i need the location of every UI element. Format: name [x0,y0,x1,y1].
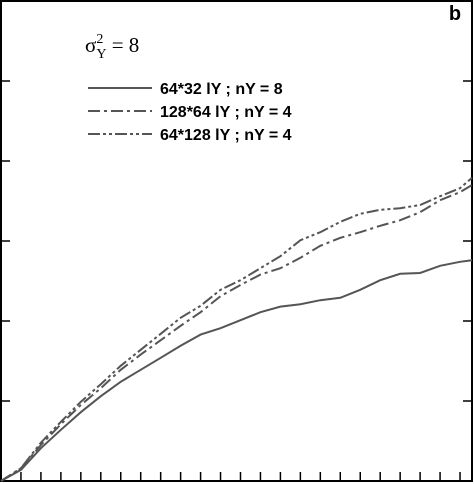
annotation-text: = 8 [106,33,139,57]
annotation-superscript: 2 [96,32,103,47]
series-line [0,177,473,482]
annotation-symbol: σ [85,33,96,57]
panel-label: b [449,3,461,25]
annotation: σ2 Y = 8 [85,32,139,62]
series-line [0,259,473,482]
annotation-subscript: Y [96,47,106,62]
legend-label: 64*32 lY ; nY = 8 [160,81,283,98]
legend-label: 128*64 lY ; nY = 4 [160,104,292,121]
series-line [0,184,473,482]
legend-label: 64*128 lY ; nY = 4 [160,127,292,144]
